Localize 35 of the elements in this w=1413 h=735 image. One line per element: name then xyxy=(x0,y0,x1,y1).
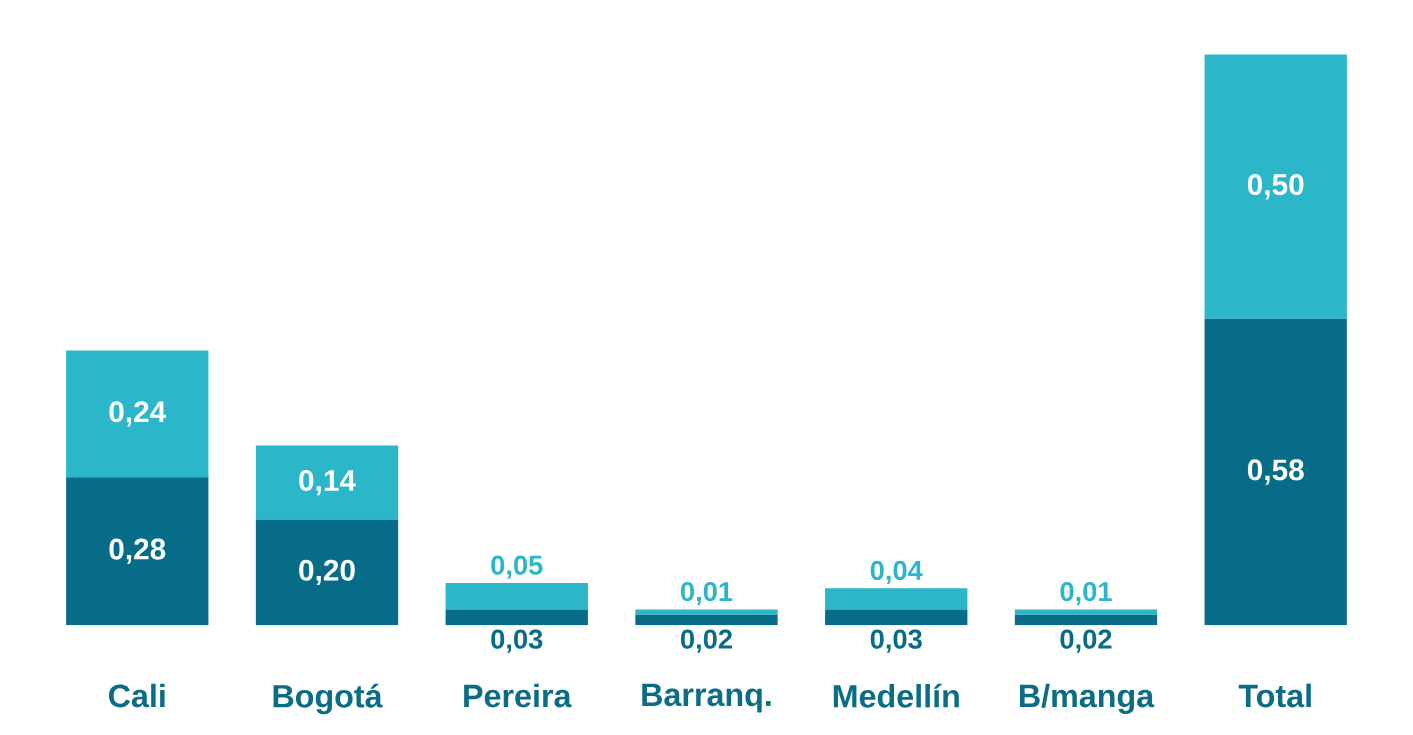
data-label: 0,28 xyxy=(109,538,166,565)
data-label: 0,24 xyxy=(109,401,167,427)
bar xyxy=(1204,318,1347,626)
bar xyxy=(445,609,588,626)
bar xyxy=(1014,614,1158,626)
data-label: 0,01 xyxy=(681,582,733,606)
data-label: 0,50 xyxy=(1247,174,1304,200)
x-tick-label: Bogotá xyxy=(273,683,383,715)
data-label: 0,20 xyxy=(299,559,355,586)
bar xyxy=(825,609,968,626)
x-tick-label: B/manga xyxy=(1019,683,1155,715)
x-tick-label: Pereira xyxy=(464,683,572,708)
bar xyxy=(1014,609,1158,615)
data-label: 0,05 xyxy=(491,555,543,579)
data-label: 0,02 xyxy=(1060,629,1112,653)
data-label: 0,03 xyxy=(491,629,543,653)
data-label: 0,03 xyxy=(870,629,922,653)
bar xyxy=(66,477,209,626)
bar xyxy=(255,519,399,626)
data-label: 0,58 xyxy=(1247,459,1304,485)
bar xyxy=(1204,54,1347,319)
bar xyxy=(825,588,968,610)
bar xyxy=(635,614,778,626)
x-tick-label: Barranq. xyxy=(642,683,771,713)
x-tick-label: Total xyxy=(1238,683,1311,708)
data-label: 0,02 xyxy=(681,629,732,653)
bar xyxy=(255,445,399,520)
x-tick-label: Medellín xyxy=(833,683,959,708)
bar xyxy=(445,583,588,610)
data-label: 0,04 xyxy=(870,560,923,585)
x-tick-label: Cali xyxy=(108,683,165,708)
data-label: 0,01 xyxy=(1060,582,1112,606)
data-label: 0,14 xyxy=(299,470,356,496)
bar xyxy=(66,350,209,478)
bar xyxy=(635,609,778,615)
